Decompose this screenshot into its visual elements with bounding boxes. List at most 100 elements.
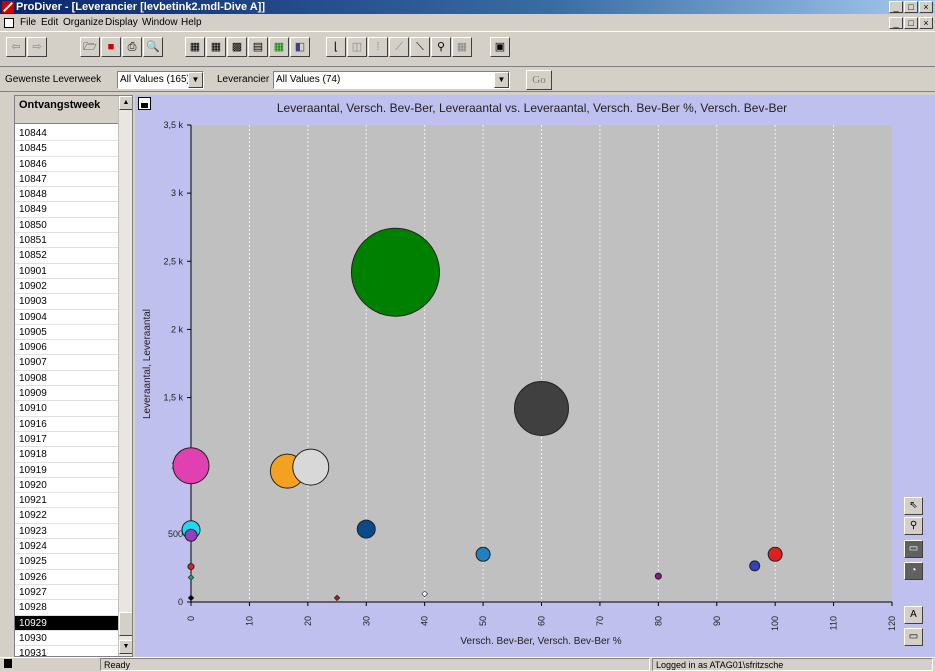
list-item[interactable]: 10930 [15,631,118,647]
list-item[interactable]: 10851 [15,233,118,249]
list-item[interactable]: 10904 [15,310,118,325]
list-item[interactable]: 10845 [15,141,118,157]
pointer-icon[interactable]: ⇖ [904,497,923,515]
bubble[interactable] [172,447,210,485]
mdi-minimize-button[interactable]: _ [889,17,903,29]
gauge-icon[interactable]: ◔ [904,562,923,580]
chevron-down-icon[interactable]: ▼ [494,72,509,88]
bubble[interactable] [749,560,761,572]
menu-file[interactable]: File [20,17,37,28]
list-item[interactable]: 10907 [15,355,118,371]
bubble[interactable] [187,563,195,571]
list-item[interactable]: 10908 [15,371,118,387]
bubble[interactable] [356,519,376,539]
list-item[interactable]: 10919 [15,463,118,478]
zoom-icon[interactable]: ⚲ [904,517,923,535]
list-item[interactable]: 10850 [15,218,118,234]
list-item[interactable]: 10918 [15,447,118,463]
bubble[interactable] [187,574,195,581]
list-item[interactable]: 10849 [15,202,118,218]
notes-icon[interactable]: ▣ [490,37,510,57]
bubble[interactable] [514,380,569,436]
list-item[interactable]: 10901 [15,264,118,279]
save-icon[interactable]: ■ [101,37,121,57]
list-item[interactable]: 10927 [15,585,118,601]
document-icon[interactable] [4,18,14,28]
list-item[interactable]: 10906 [15,340,118,356]
list-item[interactable]: 10852 [15,248,118,264]
frame-icon[interactable]: ▭ [904,628,923,646]
scroll-up-button[interactable]: ▲ [119,96,132,110]
list-item[interactable]: 10905 [15,325,118,341]
list-item[interactable]: 10909 [15,386,118,402]
minimize-button[interactable]: _ [889,1,903,13]
week-filter-select[interactable]: All Values (165) ▼ [117,71,204,89]
bar-chart-icon[interactable]: ⌊ [326,37,346,57]
list-item[interactable]: 10922 [15,508,118,524]
multi-table-icon[interactable]: ▩ [227,37,247,57]
color-map-icon[interactable]: ◧ [290,37,310,57]
table-icon[interactable]: ▦ [185,37,205,57]
list-item[interactable]: 10920 [15,478,118,494]
list-item[interactable]: 10924 [15,539,118,555]
forward-arrow-icon[interactable]: ⇨ [27,37,47,57]
calendar-icon[interactable]: ▦ [452,37,472,57]
scroll-down-button[interactable]: ▼ [119,640,132,654]
scatter-chart-icon[interactable]: ⟋ [389,37,409,57]
menu-window[interactable]: Window [142,17,178,28]
list-item[interactable]: 10921 [15,493,118,509]
bubble[interactable] [654,572,662,580]
grid-icon[interactable]: ▤ [248,37,268,57]
list-item[interactable]: 10923 [15,524,118,540]
menu-help[interactable]: Help [181,17,202,28]
pie-chart-icon[interactable]: ⁞ [368,37,388,57]
list-item[interactable]: 10844 [15,126,118,142]
lock-icon[interactable] [138,97,151,110]
list-item[interactable]: 10902 [15,279,118,295]
supplier-filter-select[interactable]: All Values (74) ▼ [273,71,510,89]
list-scrollbar[interactable]: ▲ ▼ [118,96,132,656]
bubble[interactable] [292,448,330,486]
list-item[interactable]: 10910 [15,401,118,417]
list-item[interactable]: 10926 [15,570,118,585]
bubble[interactable] [333,594,341,602]
bubble[interactable] [184,528,198,542]
menu-organize[interactable]: Organize [63,17,104,28]
mdi-maximize-button[interactable]: □ [904,17,918,29]
mdi-close-button[interactable]: × [919,17,933,29]
close-button[interactable]: × [919,1,933,13]
back-arrow-icon[interactable]: ⇦ [6,37,26,57]
bubble[interactable] [421,590,428,598]
open-folder-icon[interactable]: 🗁 [80,37,100,57]
bubble-chart-icon[interactable]: ⟍ [410,37,430,57]
list-item[interactable]: 10903 [15,294,118,310]
text-box-icon[interactable]: A [904,606,923,624]
list-item[interactable]: 10847 [15,172,118,188]
crosstab-icon[interactable]: ▦ [206,37,226,57]
list-item[interactable]: 10928 [15,600,118,616]
bubble[interactable] [350,227,440,317]
list-item[interactable]: 10917 [15,432,118,448]
maximize-button[interactable]: □ [904,1,918,13]
spreadsheet-icon[interactable]: ▦ [269,37,289,57]
bubble[interactable] [475,546,491,562]
list-item[interactable]: 10848 [15,187,118,203]
bubble[interactable] [187,594,195,602]
list-item[interactable]: 10916 [15,417,118,432]
scroll-thumb[interactable] [119,612,132,636]
bubble[interactable] [767,546,783,562]
pin-icon[interactable]: ⚲ [431,37,451,57]
list-header[interactable]: Ontvangstweek [15,96,118,124]
chevron-down-icon[interactable]: ▼ [188,72,203,88]
list-item[interactable]: 10931 [15,646,118,656]
go-button[interactable]: Go [526,70,552,90]
print-preview-icon[interactable]: 🔍 [143,37,163,57]
scale-icon[interactable]: ▭ [904,540,923,558]
list-item[interactable]: 10925 [15,554,118,570]
menu-display[interactable]: Display [105,17,138,28]
menu-edit[interactable]: Edit [41,17,59,28]
list-item[interactable]: 10929 [15,615,118,631]
list-item[interactable]: 10846 [15,157,118,172]
line-chart-icon[interactable]: ◫ [347,37,367,57]
print-icon[interactable]: ⎙ [122,37,142,57]
